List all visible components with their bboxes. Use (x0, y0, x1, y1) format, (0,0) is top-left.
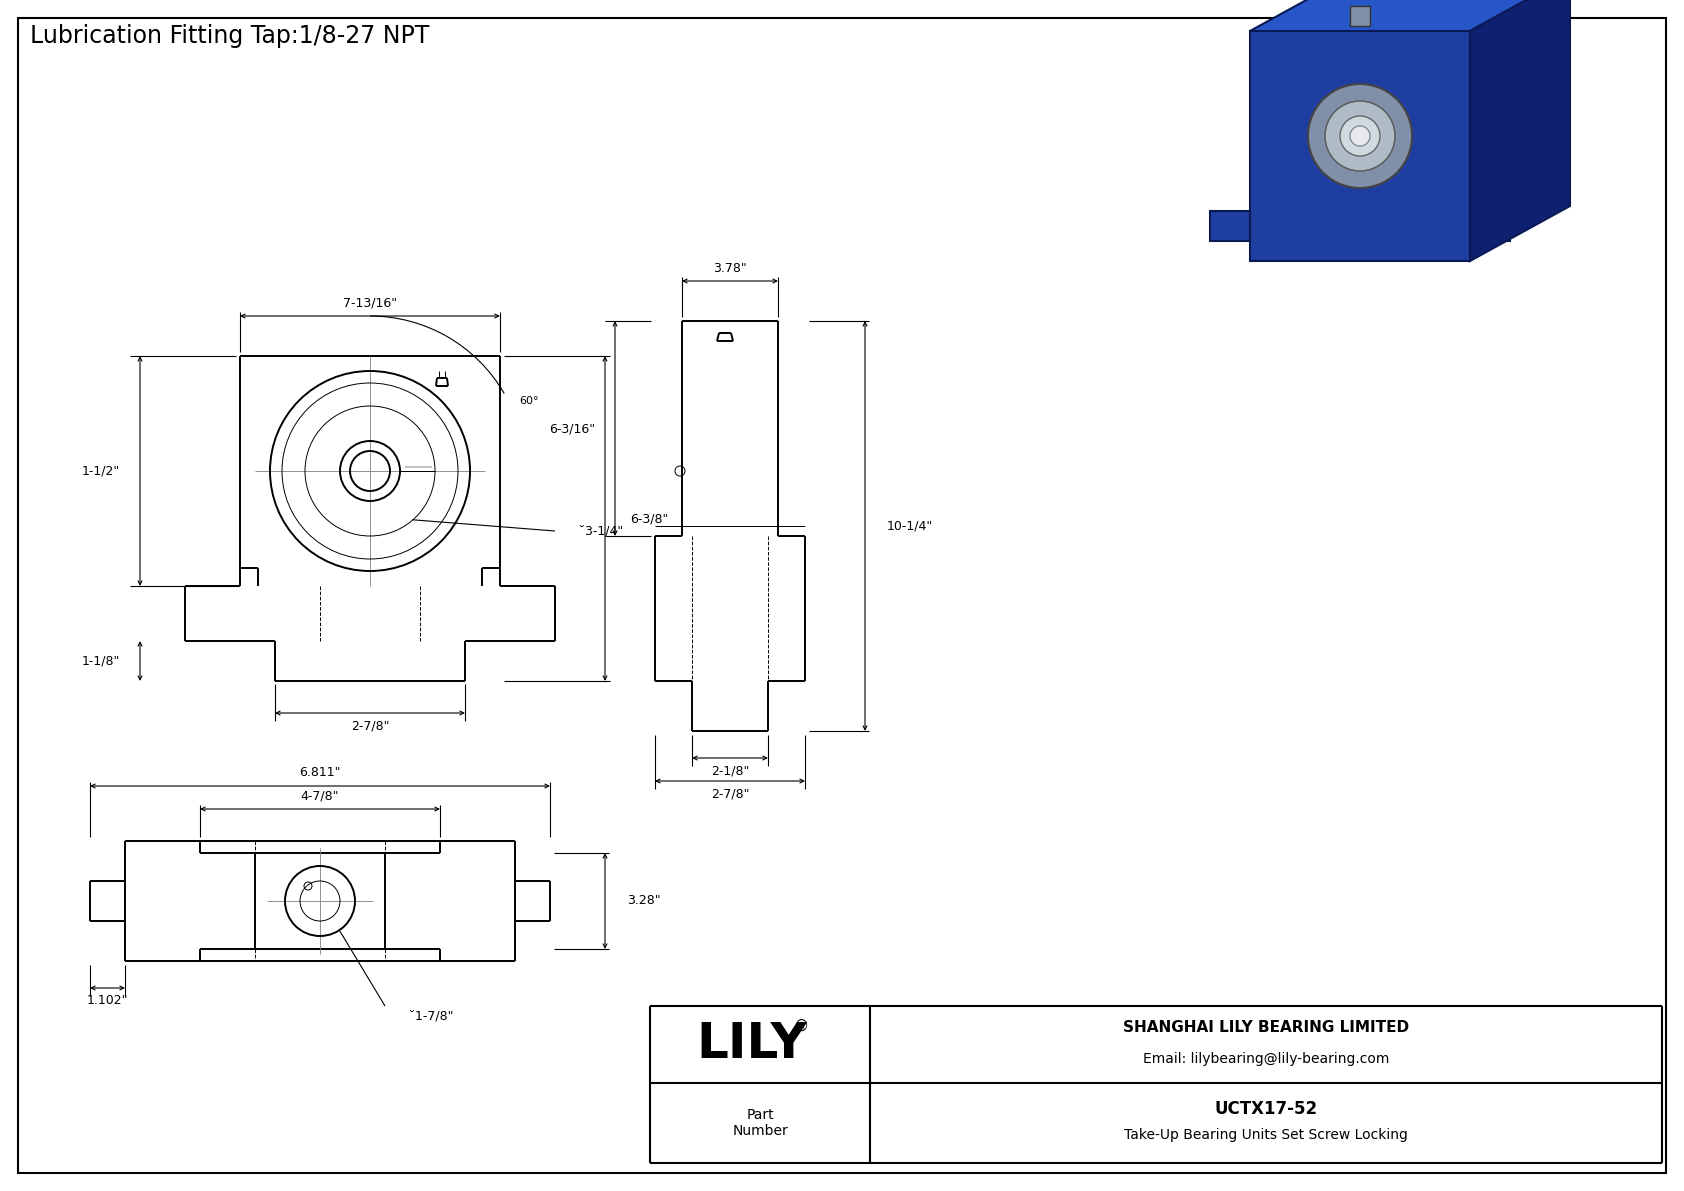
Text: 6-3/8": 6-3/8" (630, 512, 669, 525)
Bar (1250, 31, 1470, 261)
Text: ̆1-7/8": ̆1-7/8" (414, 1010, 453, 1023)
Bar (1351, 6, 1371, 26)
Text: 2-1/8": 2-1/8" (711, 765, 749, 778)
Text: 4-7/8": 4-7/8" (301, 790, 338, 803)
Polygon shape (1211, 211, 1250, 241)
Circle shape (1351, 126, 1371, 146)
Text: 6.811": 6.811" (300, 767, 340, 779)
Polygon shape (1250, 0, 1569, 31)
Text: 6-3/16": 6-3/16" (549, 422, 594, 435)
Text: 1-1/2": 1-1/2" (83, 464, 120, 478)
Text: 1.102": 1.102" (88, 994, 128, 1008)
Text: 1-1/8": 1-1/8" (81, 655, 120, 667)
Text: Part
Number: Part Number (733, 1108, 788, 1139)
Text: 10-1/4": 10-1/4" (887, 519, 933, 532)
Text: SHANGHAI LILY BEARING LIMITED: SHANGHAI LILY BEARING LIMITED (1123, 1019, 1410, 1035)
Text: Take-Up Bearing Units Set Screw Locking: Take-Up Bearing Units Set Screw Locking (1123, 1128, 1408, 1142)
Circle shape (1340, 116, 1379, 156)
Text: UCTX17-52: UCTX17-52 (1214, 1100, 1317, 1118)
Polygon shape (1470, 211, 1511, 241)
Text: 2-7/8": 2-7/8" (350, 719, 389, 732)
Text: 60°: 60° (519, 397, 539, 406)
Text: 2-7/8": 2-7/8" (711, 787, 749, 800)
Text: Lubrication Fitting Tap:1/8-27 NPT: Lubrication Fitting Tap:1/8-27 NPT (30, 24, 429, 48)
Text: 3.28": 3.28" (626, 894, 660, 908)
Text: 3.78": 3.78" (712, 262, 748, 274)
Text: Email: lilybearing@lily-bearing.com: Email: lilybearing@lily-bearing.com (1143, 1053, 1389, 1066)
Text: 7-13/16": 7-13/16" (344, 297, 397, 310)
Circle shape (1308, 85, 1411, 188)
Text: ®: ® (795, 1019, 810, 1034)
Text: ̆3-1/4": ̆3-1/4" (584, 524, 623, 537)
Circle shape (1325, 101, 1394, 172)
Text: LILY: LILY (697, 1021, 807, 1068)
Polygon shape (1470, 0, 1569, 261)
